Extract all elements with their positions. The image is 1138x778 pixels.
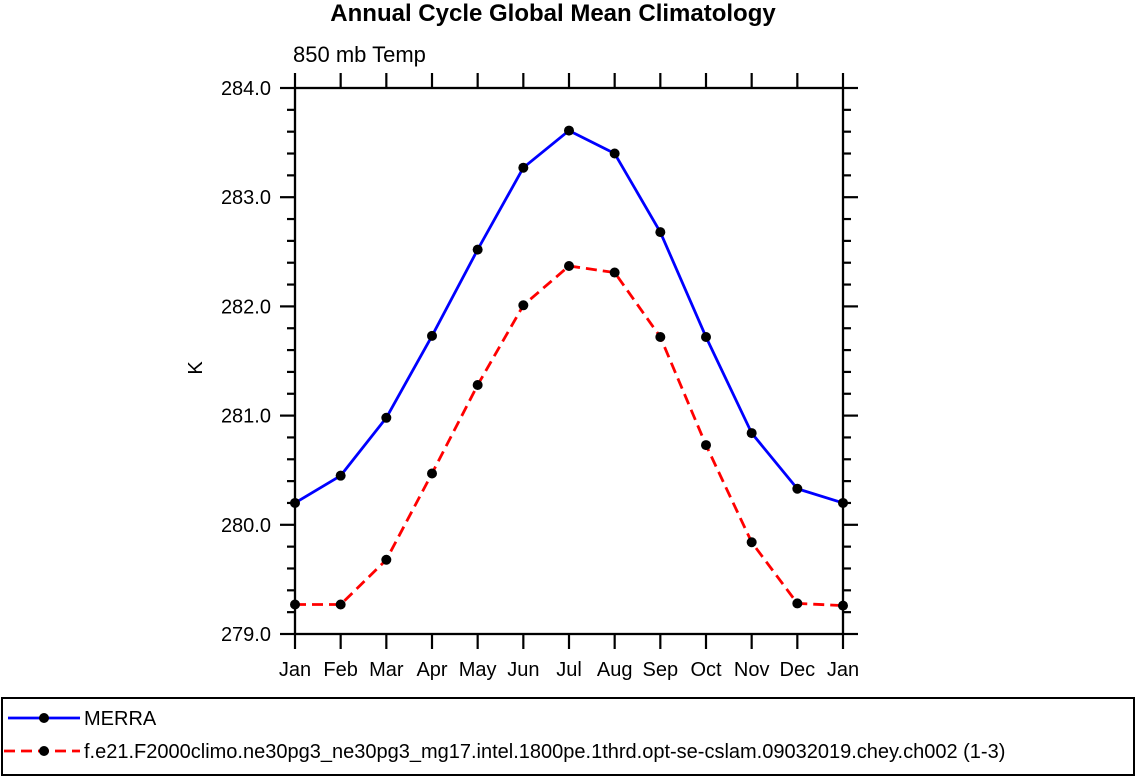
data-point-marker (335, 470, 346, 481)
x-tick-label: Nov (734, 659, 770, 681)
x-tick-label: Aug (597, 659, 633, 681)
plot-frame (293, 86, 845, 636)
data-point-marker (792, 598, 803, 609)
x-tick-label: May (459, 659, 497, 681)
x-tick-label: Dec (780, 659, 816, 681)
data-point-marker (472, 380, 483, 391)
x-tick-label: Apr (416, 659, 447, 681)
data-point-marker (609, 148, 620, 159)
legend-label-merra: MERRA (84, 708, 157, 730)
data-point-marker (427, 330, 437, 341)
y-tick-label: 282.0 (221, 296, 271, 318)
series-line-0 (294, 129, 844, 505)
x-tick-label: Sep (643, 659, 679, 681)
data-point-marker (701, 331, 711, 342)
data-point-marker (518, 162, 529, 173)
y-tick-label: 284.0 (221, 78, 271, 100)
x-tick-label: Oct (690, 659, 722, 681)
legend-label-model: f.e21.F2000climo.ne30pg3_ne30pg3_mg17.in… (84, 741, 1005, 763)
data-point-marker (427, 468, 437, 479)
y-tick-label: 280.0 (221, 515, 271, 537)
x-tick-label: Feb (323, 659, 357, 681)
data-point-marker (746, 428, 757, 439)
data-point-marker (290, 599, 300, 610)
y-tick-label: 283.0 (221, 187, 271, 209)
y-axis-ticks: 279.0 280.0 281.0 282.0 283.0 284.0 (221, 78, 858, 646)
data-point-marker (335, 599, 346, 610)
data-point-marker (792, 483, 803, 494)
data-point-marker (381, 412, 392, 423)
data-point-marker (290, 497, 300, 508)
data-point-marker (472, 244, 483, 255)
data-point-marker (838, 600, 848, 611)
x-axis-ticks: Jan Feb Mar Apr May Jun Jul Aug Sep Oct Nov Dec Jan (279, 73, 859, 681)
data-point-marker (609, 267, 620, 278)
chart-subtitle: 850 mb Temp (293, 42, 426, 67)
data-series (290, 125, 848, 611)
legend: MERRA f.e21.F2000climo.ne30pg3_ne30pg3_m… (1, 697, 1135, 776)
legend-entry-merra: MERRA (8, 708, 157, 730)
x-tick-label: Jun (507, 659, 539, 681)
x-tick-label: Jul (556, 659, 582, 681)
series-line-1 (295, 264, 844, 608)
data-point-marker (746, 537, 757, 548)
data-point-marker (701, 440, 711, 451)
legend-marker-dot (39, 713, 49, 723)
legend-entry-model: f.e21.F2000climo.ne30pg3_ne30pg3_mg17.in… (4, 741, 1005, 763)
x-tick-label: Jan (827, 659, 859, 681)
y-tick-label: 281.0 (221, 406, 271, 428)
data-point-marker (518, 300, 529, 311)
data-point-marker (564, 125, 574, 136)
x-tick-label: Mar (369, 659, 404, 681)
data-point-marker (381, 554, 392, 565)
data-point-marker (564, 260, 574, 271)
chart-title: Annual Cycle Global Mean Climatology (330, 0, 776, 27)
x-tick-label: Jan (279, 659, 311, 681)
data-point-marker (655, 227, 666, 238)
data-point-marker (655, 331, 666, 342)
data-point-marker (838, 497, 848, 508)
y-tick-label: 279.0 (221, 624, 271, 646)
y-axis-label: K (185, 361, 207, 375)
legend-border (1, 697, 1135, 776)
legend-marker-dot (39, 746, 49, 756)
